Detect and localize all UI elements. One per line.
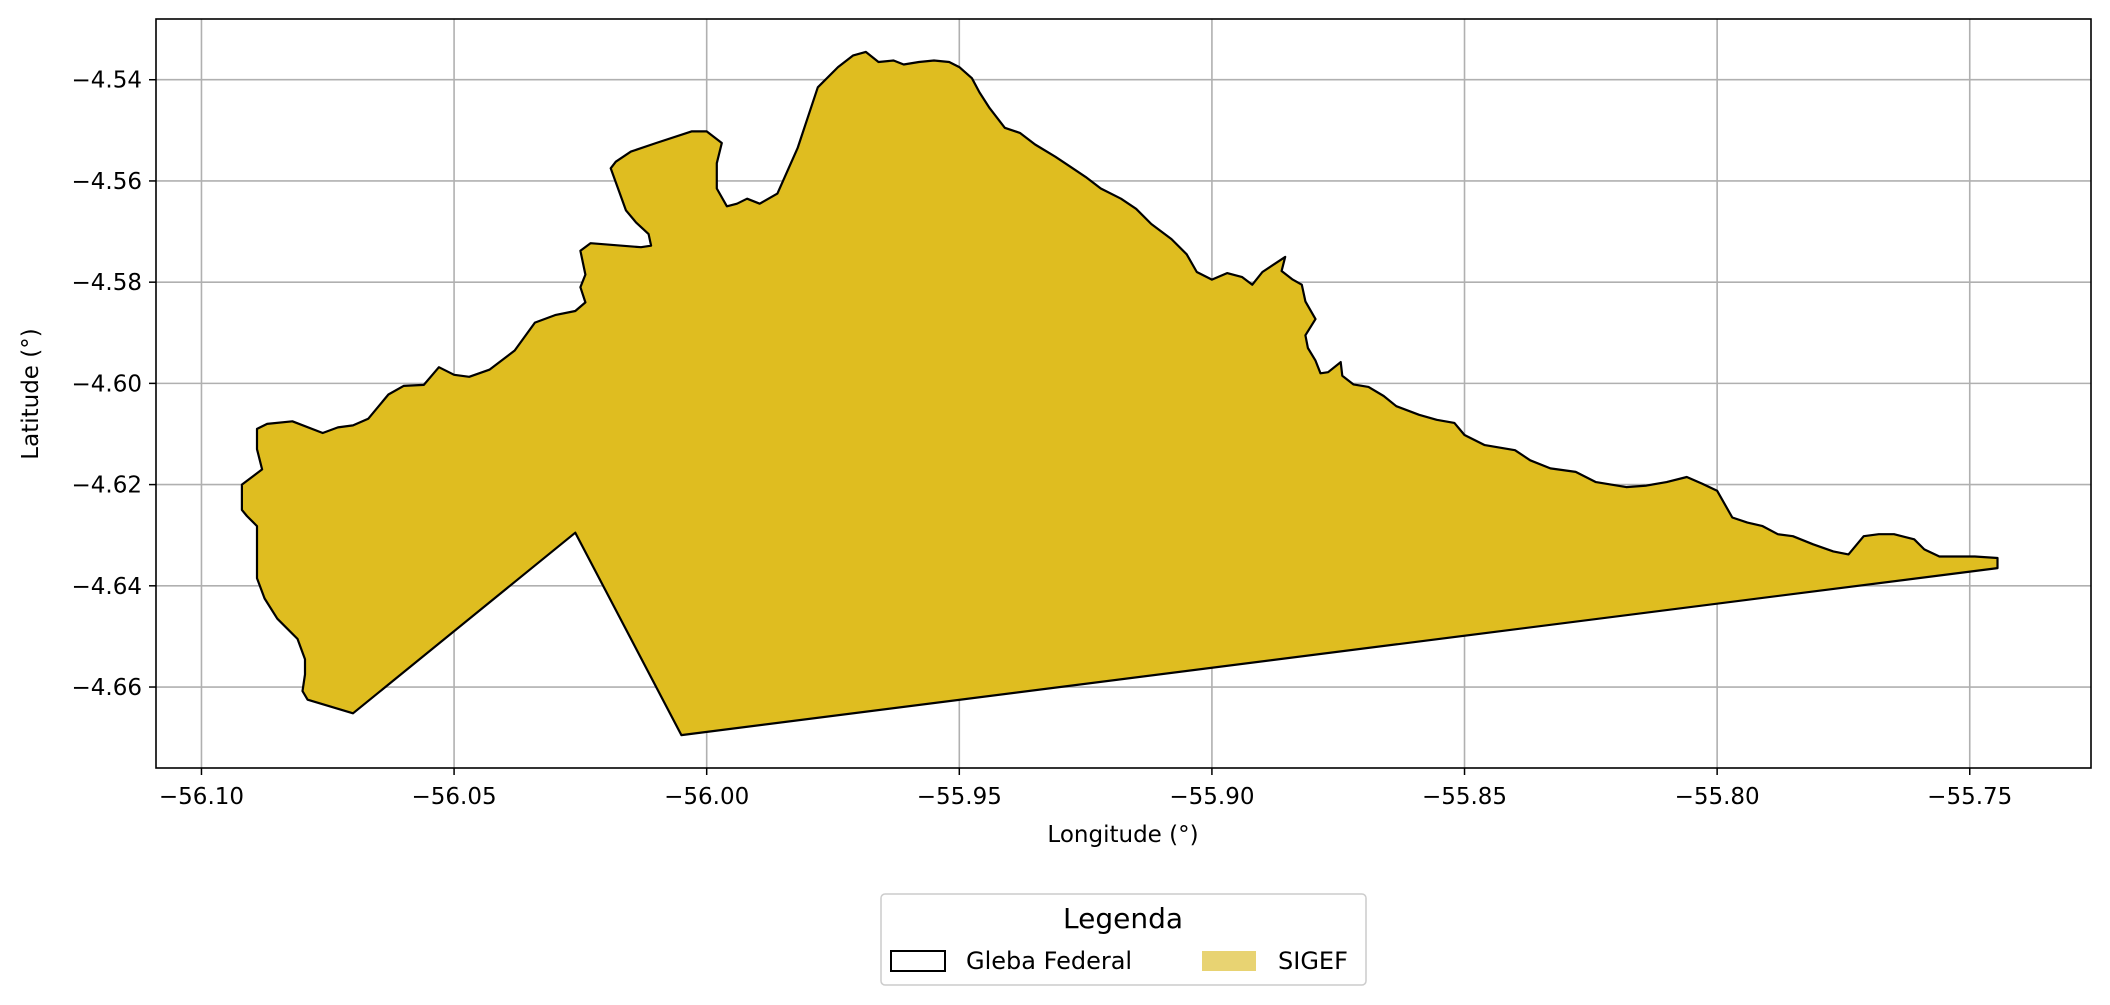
y-axis-label: Latitude (°) (18, 328, 44, 459)
legend-swatch-sigef (1202, 951, 1256, 971)
x-tick-label: −55.75 (1927, 784, 2012, 810)
y-tick-label: −4.66 (72, 675, 142, 701)
x-axis-ticks: −56.10 −56.05 −56.00 −55.95 −55.90 −55.85 −55.… (159, 768, 2012, 810)
y-tick-label: −4.62 (72, 473, 142, 499)
legend: Legenda Gleba Federal SIGEF (880, 893, 1367, 986)
x-tick-label: −56.05 (412, 784, 497, 810)
x-tick-label: −56.10 (159, 784, 244, 810)
legend-title: Legenda (1063, 902, 1183, 935)
y-tick-label: −4.58 (72, 270, 142, 296)
polygon-layer (240, 50, 1999, 737)
x-tick-label: −55.80 (1675, 784, 1760, 810)
axes-frame (155, 18, 2092, 769)
y-tick-label: −4.60 (72, 371, 142, 397)
gleba-federal-polygon (240, 50, 1999, 737)
x-axis-label: Longitude (°) (1047, 822, 1198, 848)
legend-label-sigef: SIGEF (1278, 947, 1348, 975)
plot-area (155, 18, 2092, 769)
x-tick-label: −55.90 (1169, 784, 1254, 810)
x-tick-label: −55.85 (1422, 784, 1507, 810)
x-tick-label: −56.00 (664, 784, 749, 810)
legend-label-gleba-federal: Gleba Federal (966, 947, 1132, 975)
x-tick-label: −55.95 (917, 784, 1002, 810)
y-tick-label: −4.54 (72, 68, 142, 94)
legend-swatch-gleba-federal (890, 950, 946, 972)
y-axis-ticks: −4.54 −4.56 −4.58 −4.60 −4.62 −4.64 −4.66 (72, 68, 156, 701)
y-tick-label: −4.56 (72, 169, 142, 195)
y-tick-label: −4.64 (72, 574, 142, 600)
